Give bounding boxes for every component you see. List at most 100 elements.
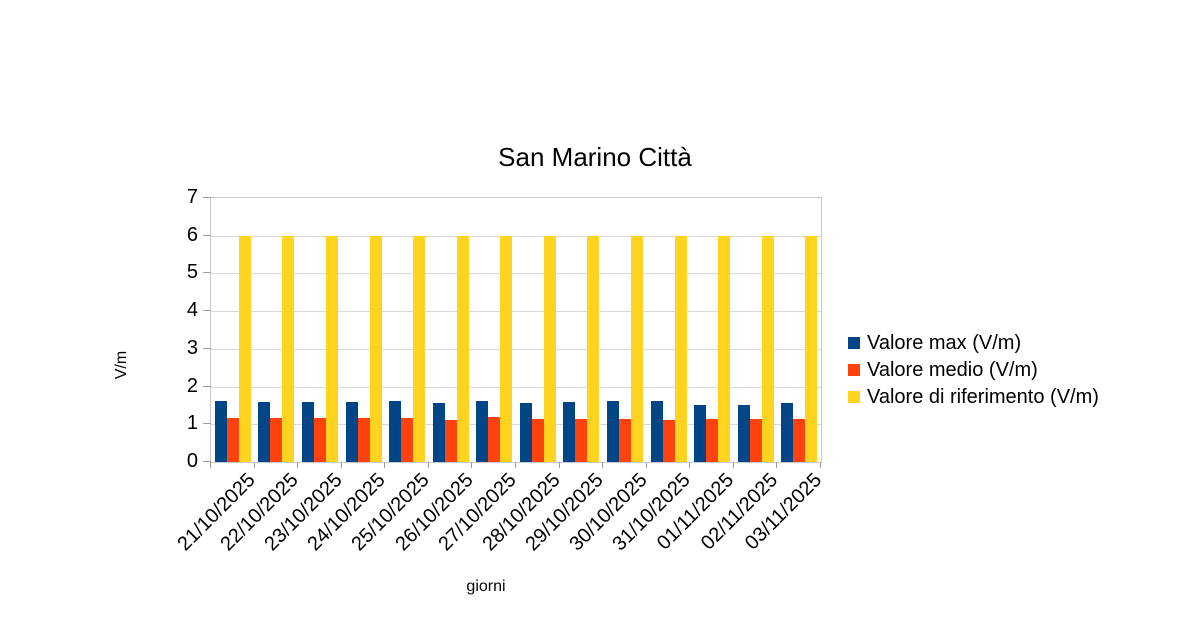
bar-group-29-10-2025 (560, 198, 604, 462)
bar-valore-max-v-m (563, 402, 576, 462)
y-tick (203, 461, 211, 462)
bar-group-27-10-2025 (472, 198, 516, 462)
legend-swatch (848, 337, 860, 349)
legend-item-valore-di-riferimento-v-m: Valore di riferimento (V/m) (848, 386, 1099, 408)
x-tick (820, 462, 821, 468)
bar-valore-di-riferimento-v-m (718, 235, 731, 462)
bar-valore-max-v-m (258, 402, 271, 462)
bar-valore-di-riferimento-v-m (413, 235, 426, 462)
legend: Valore max (V/m) Valore medio (V/m) Valore… (848, 332, 1099, 413)
y-tick-label: 3 (186, 336, 198, 359)
bar-valore-medio-v-m (618, 419, 631, 462)
x-tick (471, 462, 473, 468)
bar-group-31-10-2025 (647, 198, 691, 462)
bar-group-02-11-2025 (734, 198, 778, 462)
bar-valore-di-riferimento-v-m (282, 235, 295, 462)
bar-valore-di-riferimento-v-m (805, 235, 818, 462)
legend-swatch (848, 391, 860, 403)
chart-title: San Marino Città (498, 142, 692, 172)
bar-group-01-11-2025 (690, 198, 734, 462)
x-tick (558, 462, 560, 468)
bar-valore-max-v-m (781, 402, 794, 462)
x-tick (253, 462, 255, 468)
x-tick (297, 462, 299, 468)
y-tick-label: 7 (186, 186, 198, 208)
bar-valore-di-riferimento-v-m (587, 235, 600, 462)
bar-valore-medio-v-m (575, 419, 588, 462)
bar-group-03-11-2025 (778, 198, 822, 462)
bar-valore-max-v-m (389, 400, 402, 462)
y-tick (203, 272, 211, 274)
bar-valore-max-v-m (650, 400, 663, 462)
bar-valore-max-v-m (432, 402, 445, 462)
x-tick (689, 462, 691, 468)
x-tick (427, 462, 429, 468)
x-tick (732, 462, 734, 468)
bar-valore-max-v-m (694, 404, 707, 462)
x-tick (645, 462, 647, 468)
bar-valore-max-v-m (214, 401, 227, 462)
y-tick (203, 310, 211, 312)
x-tick (602, 462, 604, 468)
x-tick (384, 462, 386, 468)
y-tick-label: 4 (186, 299, 198, 322)
bar-valore-max-v-m (345, 402, 358, 462)
bar-valore-di-riferimento-v-m (369, 235, 382, 462)
bar-valore-di-riferimento-v-m (500, 235, 513, 462)
legend-item-valore-medio-v-m: Valore medio (V/m) (848, 359, 1099, 381)
bar-group-22-10-2025 (255, 198, 299, 462)
gridline (211, 348, 821, 350)
bar-valore-medio-v-m (662, 419, 675, 462)
y-tick-label: 1 (186, 412, 198, 435)
bar-valore-max-v-m (606, 400, 619, 462)
bar-valore-medio-v-m (270, 418, 283, 462)
y-tick (203, 347, 211, 349)
bar-valore-medio-v-m (401, 418, 414, 462)
y-tick-label: 2 (186, 374, 198, 397)
bar-valore-max-v-m (737, 405, 750, 462)
legend-item-valore-max-v-m: Valore max (V/m) (848, 332, 1099, 354)
bar-valore-medio-v-m (706, 418, 719, 462)
legend-label: Valore medio (V/m) (867, 358, 1038, 381)
bar-group-24-10-2025 (342, 198, 386, 462)
bar-valore-di-riferimento-v-m (325, 235, 338, 462)
x-tick (776, 462, 778, 468)
bar-group-26-10-2025 (429, 198, 473, 462)
bar-valore-di-riferimento-v-m (543, 235, 556, 462)
bar-valore-medio-v-m (749, 419, 762, 462)
plot-area (210, 197, 822, 463)
y-tick (203, 423, 211, 425)
bar-group-25-10-2025 (385, 198, 429, 462)
bar-valore-di-riferimento-v-m (456, 235, 469, 462)
bar-valore-medio-v-m (444, 420, 457, 462)
y-tick (203, 197, 211, 198)
y-tick (203, 234, 211, 236)
bar-valore-di-riferimento-v-m (674, 235, 687, 462)
legend-label: Valore di riferimento (V/m) (867, 385, 1099, 408)
legend-swatch (848, 364, 860, 376)
bar-group-23-10-2025 (298, 198, 342, 462)
gridline (211, 386, 821, 388)
gridline (211, 235, 821, 237)
x-tick (515, 462, 516, 468)
y-tick-label: 0 (186, 450, 198, 472)
bar-valore-di-riferimento-v-m (761, 235, 774, 462)
bar-valore-medio-v-m (488, 416, 501, 462)
bar-valore-medio-v-m (226, 417, 239, 462)
gridline (211, 273, 821, 275)
y-axis-title: V/m (113, 350, 130, 380)
bar-valore-medio-v-m (313, 418, 326, 462)
y-tick (203, 385, 211, 387)
bar-group-21-10-2025 (211, 198, 255, 462)
legend-label: Valore max (V/m) (867, 331, 1022, 354)
bar-series-container (211, 198, 821, 462)
bar-valore-max-v-m (301, 401, 314, 462)
x-axis-title: giorni (466, 578, 506, 595)
y-tick-label: 6 (186, 223, 198, 246)
bar-group-30-10-2025 (603, 198, 647, 462)
x-tick (340, 462, 342, 468)
bar-valore-medio-v-m (531, 418, 544, 462)
gridline (211, 424, 821, 426)
bar-group-28-10-2025 (516, 198, 560, 462)
